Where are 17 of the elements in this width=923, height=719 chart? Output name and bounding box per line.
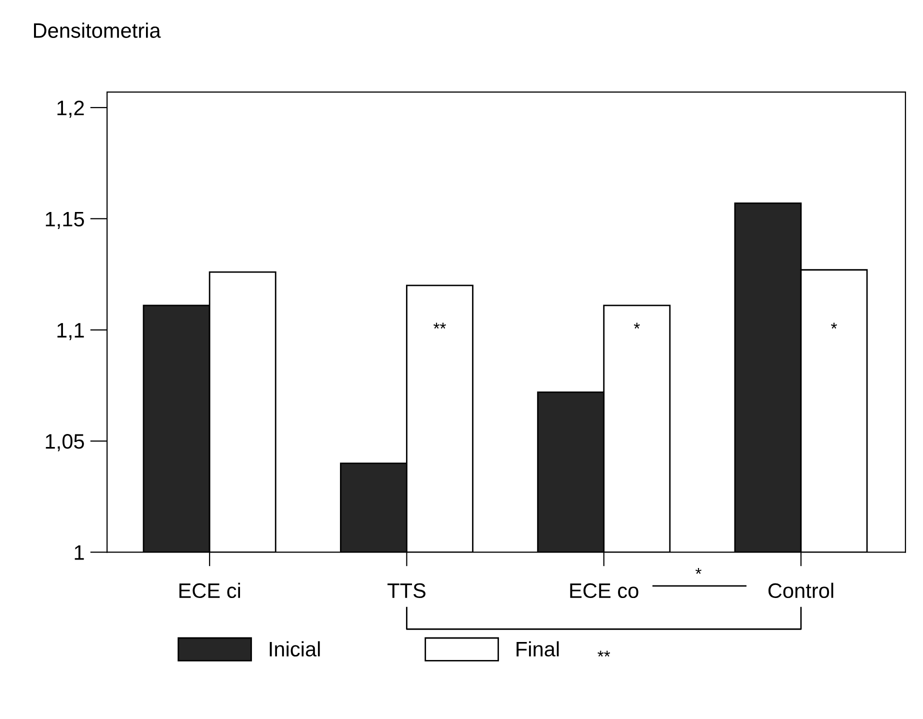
y-axis-title: Densitometria: [34, 22, 161, 38]
y-tick-label: 1,2: [57, 100, 84, 118]
annotation: *: [831, 322, 837, 329]
x-tick-label: ECE ci: [179, 582, 240, 598]
x-tick-label: ECE co: [570, 583, 638, 598]
legend-label: Inicial: [270, 641, 320, 657]
legend-label: Final: [516, 641, 559, 657]
annotation: *: [634, 322, 640, 329]
y-tick-label: 1,1: [57, 323, 84, 340]
x-tick-label: TTS: [388, 583, 426, 598]
y-tick-label: 1,05: [46, 434, 84, 452]
x-tick-label: Control: [768, 582, 834, 598]
y-tick-label: 1: [74, 545, 84, 560]
annotation: **: [434, 322, 446, 329]
text: **: [598, 650, 610, 657]
y-tick-label: 1,15: [46, 212, 84, 229]
text: *: [695, 568, 702, 574]
